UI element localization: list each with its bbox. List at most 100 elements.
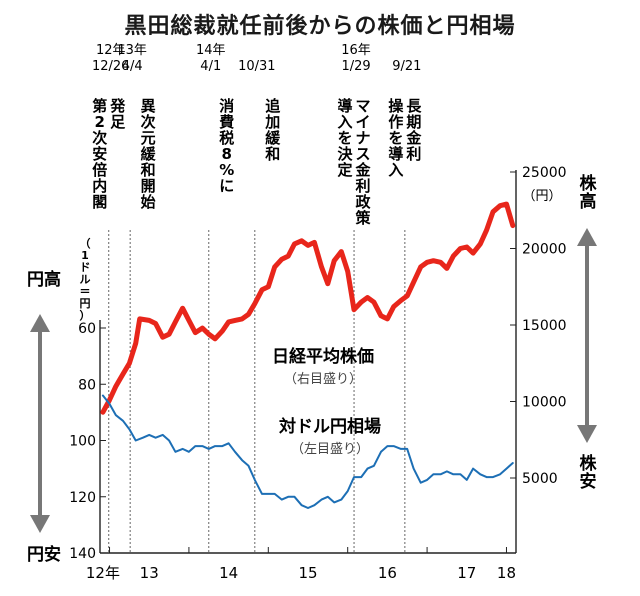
svg-text:追: 追	[265, 97, 280, 115]
right-bottom-label: 株安	[580, 453, 598, 492]
x-tick-label: 12年	[86, 564, 120, 582]
svg-text:元: 元	[141, 129, 156, 147]
x-tick-label: 16	[378, 564, 397, 582]
svg-text:金: 金	[405, 129, 422, 147]
right-arrow-up	[577, 228, 597, 246]
svg-text:金: 金	[355, 161, 372, 179]
svg-text:異: 異	[141, 97, 156, 115]
svg-text:を: を	[388, 129, 403, 147]
svg-text:加: 加	[264, 113, 280, 131]
svg-text:決: 決	[338, 145, 354, 163]
svg-text:2: 2	[95, 113, 105, 131]
left-tick-label: 80	[78, 377, 96, 393]
left-arrow-up	[30, 314, 50, 332]
event-date: 14年	[196, 43, 226, 58]
svg-text:ス: ス	[356, 145, 371, 163]
yen-line	[101, 394, 514, 509]
svg-text:開: 開	[141, 177, 156, 195]
svg-text:利: 利	[406, 145, 421, 163]
svg-text:和: 和	[265, 145, 280, 163]
right-tick-label: 20000	[522, 242, 567, 258]
left-tick-label: 120	[69, 490, 96, 506]
svg-text:8: 8	[222, 145, 232, 163]
series	[100, 201, 516, 509]
right-tick-label: 10000	[522, 395, 567, 411]
svg-text:費: 費	[219, 113, 234, 131]
event-date: 13年	[117, 43, 147, 58]
svg-text:緩: 緩	[265, 129, 281, 147]
nikkei-line	[100, 201, 516, 415]
x-tick-label: 13	[140, 564, 159, 582]
x-tick-label: 14	[219, 564, 238, 582]
svg-text:株: 株	[580, 453, 598, 474]
series-labels: 日経平均株価 （右目盛り） 対ドル円相場 （左目盛り）	[272, 346, 381, 457]
event-date: 12年	[96, 43, 126, 58]
svg-text:1: 1	[81, 249, 89, 262]
series-note: （右目盛り）	[284, 372, 362, 387]
svg-text:%: %	[219, 161, 234, 179]
svg-text:安: 安	[92, 145, 107, 163]
x-axis: 12年 13 14 15 16 17 18	[86, 547, 516, 582]
chart-title: 黒田総裁就任前後からの株価と円相場	[124, 14, 516, 39]
svg-text:入: 入	[338, 113, 353, 131]
svg-text:策: 策	[355, 209, 372, 227]
series-name: 日経平均株価	[272, 346, 374, 367]
svg-text:定: 定	[338, 161, 353, 179]
svg-text:利: 利	[356, 177, 371, 195]
left-top-label: 円高	[27, 269, 61, 290]
event-date: 4/4	[122, 59, 143, 74]
right-unit-label: （円）	[522, 189, 561, 204]
svg-text:イ: イ	[356, 113, 371, 131]
left-tick-label: 60	[78, 321, 96, 337]
svg-text:安: 安	[580, 471, 597, 492]
right-tick-label: 25000	[522, 165, 567, 181]
svg-text:入: 入	[388, 161, 403, 179]
event-date: 4/1	[200, 59, 221, 74]
svg-text:円: 円	[80, 297, 91, 310]
x-tick-label: 18	[497, 564, 516, 582]
svg-text:期: 期	[406, 113, 421, 131]
svg-text:高: 高	[580, 191, 597, 212]
svg-text:始: 始	[141, 193, 156, 211]
event-date: 12/26	[92, 59, 129, 74]
left-bottom-label: 円安	[27, 544, 61, 565]
svg-text:閣: 閣	[92, 193, 107, 211]
svg-text:を: を	[338, 129, 353, 147]
svg-text:株: 株	[580, 173, 598, 194]
x-tick-label: 15	[298, 564, 317, 582]
svg-text:政: 政	[356, 193, 372, 211]
svg-text:導: 導	[338, 97, 353, 115]
svg-text:マ: マ	[356, 97, 371, 115]
event-text: 発足	[109, 97, 126, 131]
left-unit-label: （1ドル＝円）	[80, 237, 91, 322]
svg-text:長: 長	[406, 97, 422, 115]
series-name: 対ドル円相場	[278, 416, 381, 437]
svg-text:第: 第	[92, 97, 107, 115]
svg-text:発: 発	[109, 97, 126, 115]
event-date: 16年	[341, 43, 371, 58]
event-date: 9/21	[392, 59, 421, 74]
right-top-label: 株高	[580, 173, 598, 212]
svg-text:足: 足	[110, 113, 126, 131]
event-date: 10/31	[238, 59, 275, 74]
svg-text:次: 次	[92, 129, 107, 147]
event-annotations: 12年12/26発足第2次安倍内閣13年4/4異次元緩和開始14年4/1消費税8…	[92, 43, 422, 553]
svg-text:税: 税	[219, 129, 234, 147]
svg-text:）: ）	[80, 309, 91, 322]
svg-text:和: 和	[141, 161, 156, 179]
svg-text:内: 内	[92, 177, 107, 195]
svg-text:消: 消	[219, 97, 234, 115]
svg-text:ル: ル	[80, 273, 91, 286]
right-tick-label: 15000	[522, 318, 567, 334]
